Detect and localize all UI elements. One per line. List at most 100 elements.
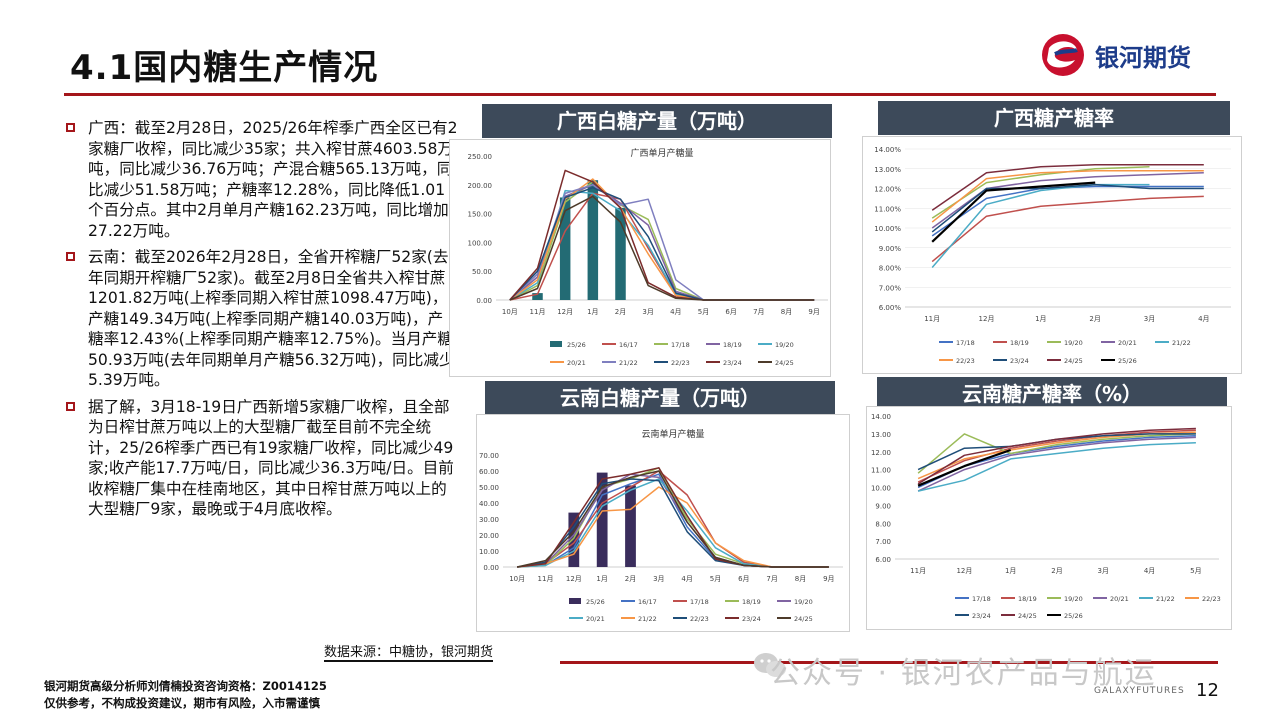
data-source: 数据来源：中糖协，银河期货 (324, 641, 494, 662)
x-tick-label: 2月 (1051, 567, 1062, 575)
bullet-list: 广西：截至2月28日，2025/26年榨季广西全区已有2家糖厂收榨，同比减少35… (66, 118, 458, 526)
legend-swatch (569, 598, 581, 604)
y-tick-label: 10.00 (479, 548, 499, 556)
legend-label: 25/26 (1064, 612, 1083, 620)
x-tick-label: 9月 (808, 308, 819, 316)
legend-label: 24/25 (1064, 357, 1083, 365)
series-line (917, 433, 1196, 474)
x-tick-label: 9月 (823, 575, 834, 583)
bullet-square-icon (66, 123, 75, 132)
x-tick-label: 4月 (681, 575, 692, 583)
galaxy-logo-icon (1042, 34, 1084, 76)
chart-title: 云南单月产糖量 (641, 428, 704, 440)
bullet-news: 据了解，3月18-19日广西新增5家糖厂收榨，且全部为日榨甘蔗万吨以上的大型糖厂… (66, 397, 458, 520)
series-line (931, 181, 1096, 243)
panel-title-gx-rate: 广西糖产糖率 (878, 101, 1230, 135)
x-tick-label: 11月 (910, 567, 926, 575)
legend-label: 24/25 (775, 359, 794, 367)
x-tick-label: 7月 (753, 308, 764, 316)
legend-label: 23/24 (972, 612, 991, 620)
chart-title: 广西单月产糖量 (630, 147, 693, 159)
series-line (509, 195, 815, 301)
legend-label: 22/23 (671, 359, 690, 367)
x-tick-label: 3月 (653, 575, 664, 583)
logo-text: 银河期货 (1095, 44, 1191, 72)
legend-label: 21/22 (1156, 595, 1175, 603)
wechat-icon (754, 653, 786, 677)
series-line (917, 442, 1196, 492)
y-tick-label: 30.00 (479, 516, 499, 524)
series-line (931, 166, 1150, 219)
x-tick-label: 1月 (587, 308, 598, 316)
bullet-square-icon (66, 401, 75, 411)
series-line (509, 169, 815, 301)
series-line (517, 473, 829, 568)
bar (625, 485, 636, 567)
x-tick-label: 4月 (1144, 567, 1155, 575)
x-tick-label: 11月 (924, 315, 940, 323)
x-tick-label: 3月 (1098, 567, 1109, 575)
y-tick-label: 60.00 (479, 468, 499, 476)
series-line (931, 164, 1204, 211)
y-tick-label: 0.00 (476, 297, 492, 305)
legend-label: 20/21 (1110, 595, 1129, 603)
x-tick-label: 2月 (1089, 315, 1100, 323)
chart-gx-rate: 6.00% 7.00% 8.00% 9.00% 10.00% 11.00% 12.00% 13… (862, 136, 1242, 374)
x-tick-label: 4月 (670, 308, 681, 316)
x-tick-label: 8月 (781, 308, 792, 316)
bullet-yunnan: 云南：截至2026年2月28日，全省开榨糖厂52家(去年同期开榨糖厂52家)。截… (66, 247, 458, 391)
series-line (517, 470, 829, 568)
bar (615, 207, 626, 300)
legend-label: 18/19 (1010, 339, 1029, 347)
x-tick-label: 3月 (1144, 315, 1155, 323)
x-tick-label: 4月 (1198, 315, 1209, 323)
legend-label: 19/20 (775, 341, 794, 349)
bullet-square-icon (66, 252, 75, 261)
legend-label: 24/25 (794, 615, 813, 623)
legend-label: 17/18 (956, 339, 975, 347)
x-tick-label: 3月 (642, 308, 653, 316)
legend-label: 22/23 (690, 615, 709, 623)
x-tick-label: 5月 (710, 575, 721, 583)
bar (559, 197, 571, 300)
y-tick-label: 20.00 (479, 532, 499, 540)
bar (532, 293, 543, 300)
chart-gx-output: 广西单月产糖量 0.00 50.00 100.00 150.00 200.00 250.00… (449, 139, 831, 377)
legend-label: 22/23 (956, 357, 975, 365)
x-tick-label: 2月 (615, 308, 626, 316)
series-line (509, 192, 815, 301)
y-tick-label: 12.00 (871, 449, 891, 457)
y-tick-label: 50.00 (479, 484, 499, 492)
legend-label: 17/18 (690, 598, 709, 606)
page-title: 4.1国内糖生产情况 (70, 48, 379, 88)
y-tick-label: 14.00% (874, 146, 901, 154)
bar (568, 512, 580, 567)
x-tick-label: 1月 (596, 575, 607, 583)
y-tick-label: 8.00 (875, 520, 891, 528)
bullet-text: 据了解，3月18-19日广西新增5家糖厂收榨，且全部为日榨甘蔗万吨以上的大型糖厂… (88, 397, 454, 519)
legend-label: 20/21 (1118, 339, 1137, 347)
y-tick-label: 200.00 (468, 182, 493, 190)
y-tick-label: 7.00 (875, 538, 891, 546)
legend-label: 18/19 (742, 598, 761, 606)
y-tick-label: 150.00 (468, 211, 493, 219)
bullet-text: 广西：截至2月28日，2025/26年榨季广西全区已有2家糖厂收榨，同比减少35… (88, 119, 458, 240)
legend-label: 17/18 (972, 595, 991, 603)
y-tick-label: 100.00 (468, 239, 493, 247)
bar (596, 472, 608, 567)
legend-label: 21/22 (619, 359, 638, 367)
x-tick-label: 5月 (698, 308, 709, 316)
x-tick-label: 6月 (725, 308, 736, 316)
y-tick-label: 9.00% (879, 245, 902, 253)
y-tick-label: 6.00% (879, 304, 902, 312)
bullet-guangxi: 广西：截至2月28日，2025/26年榨季广西全区已有2家糖厂收榨，同比减少35… (66, 118, 458, 241)
legend-label: 21/22 (1172, 339, 1191, 347)
x-tick-label: 11月 (538, 575, 554, 583)
y-tick-label: 9.00 (875, 502, 891, 510)
x-tick-label: 1月 (1005, 567, 1016, 575)
series-line (917, 427, 1196, 485)
x-tick-label: 10月 (509, 575, 525, 583)
watermark: 公众号 · 银河农产品与航运 (770, 656, 1157, 691)
x-tick-label: 8月 (795, 575, 806, 583)
y-tick-label: 40.00 (479, 500, 499, 508)
